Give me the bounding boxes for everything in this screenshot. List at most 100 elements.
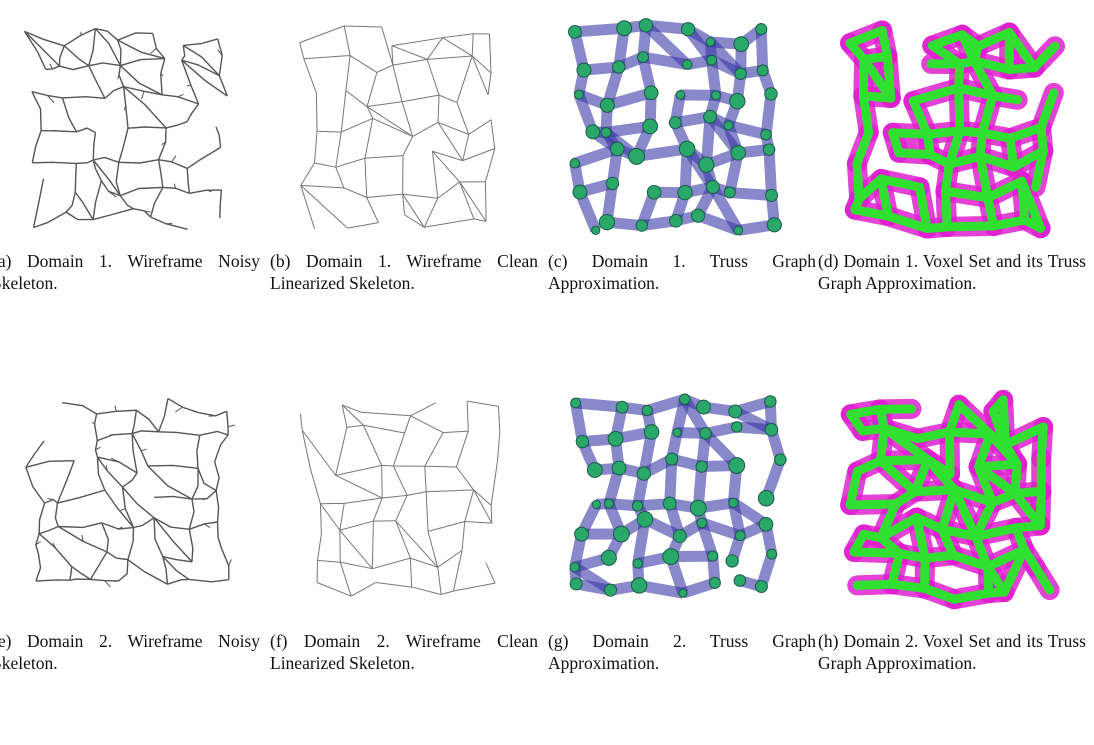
skeleton-edge (393, 433, 404, 466)
truss-bar (850, 504, 895, 505)
skeleton-edge (320, 504, 321, 534)
skeleton-edge (341, 118, 373, 132)
skeleton-edge (93, 133, 95, 160)
skeleton-edge (411, 416, 444, 433)
truss-node (681, 23, 694, 36)
skeleton-edge (443, 38, 473, 56)
skeleton-edge (424, 198, 437, 227)
skeleton-spur (229, 559, 232, 565)
skeleton-edge (467, 401, 498, 406)
truss-node (666, 453, 678, 465)
skeleton-edge (102, 523, 109, 552)
caption: (h) Domain 2. Voxel Set and its Truss Gr… (818, 630, 1086, 674)
truss-node (592, 500, 600, 508)
skeleton-edge (215, 435, 228, 462)
skeleton-edge (198, 468, 216, 490)
skeleton-edge (153, 33, 165, 58)
truss-node (647, 185, 661, 199)
skeleton-edge (438, 122, 463, 160)
truss-node (732, 422, 742, 432)
skeleton-edge (163, 187, 190, 193)
truss-node (592, 226, 600, 234)
skeleton-edge (463, 149, 495, 161)
skeleton-edge (456, 467, 473, 490)
skeleton-edge (62, 98, 76, 132)
caption: (e) Domain 2. Wireframe Noisy Skeleton. (0, 630, 260, 674)
skeleton-edge (151, 187, 163, 217)
truss-node (663, 549, 679, 565)
panel-image (830, 5, 1075, 250)
skeleton-edge (133, 209, 150, 217)
skeleton-edge (200, 431, 228, 435)
skeleton-edge (159, 399, 168, 432)
skeleton-edge (182, 45, 185, 60)
panel-image (5, 375, 250, 620)
skeleton-edge (472, 34, 473, 56)
skeleton-edge (34, 212, 67, 227)
truss-bar (1003, 400, 1005, 445)
skeleton-edge (373, 498, 382, 521)
skeleton-edge (489, 34, 491, 73)
truss-bar (854, 552, 900, 554)
skeleton-edge (411, 403, 436, 416)
skeleton-edge (159, 160, 163, 188)
truss-bar (1040, 491, 1041, 525)
truss-node (696, 461, 707, 472)
skeleton-edge (407, 492, 426, 496)
skeleton-edge (425, 433, 443, 467)
truss-bar (947, 226, 994, 227)
truss-node (697, 400, 711, 414)
skeleton-edge (25, 31, 65, 45)
skeleton-edge (136, 410, 158, 432)
skeleton-edge (361, 412, 411, 416)
truss-node (765, 88, 777, 100)
skeleton-edge (453, 583, 495, 591)
skeleton-edge (485, 182, 486, 222)
truss-node (735, 68, 746, 79)
skeleton-edge (64, 46, 89, 66)
skeleton-edge (342, 405, 361, 412)
skeleton-edge (382, 495, 407, 498)
skeleton-edge (95, 414, 98, 441)
skeleton-edge (70, 579, 91, 580)
skeleton-edge (119, 128, 128, 162)
panel-image (280, 5, 525, 250)
skeleton-edge (189, 522, 217, 529)
truss-node (679, 394, 689, 404)
skeleton-edge (412, 587, 441, 594)
skeleton-edge (438, 122, 469, 134)
truss-node (638, 52, 649, 63)
truss-bar (945, 191, 947, 227)
skeleton-edge (367, 72, 377, 106)
skeleton-edge (485, 149, 494, 182)
skeleton-edge (120, 196, 133, 209)
skeleton-edge (348, 223, 379, 229)
truss-node (679, 589, 687, 597)
skeleton-edge (469, 120, 491, 135)
skeleton-edge (367, 198, 379, 223)
truss-node (577, 63, 591, 77)
skeleton-edge (336, 167, 344, 188)
truss-node (678, 185, 692, 199)
skeleton-edge (347, 425, 364, 427)
skeleton-edge (340, 521, 374, 530)
skeleton-edge (341, 91, 346, 132)
skeleton-spur (169, 536, 174, 542)
skeleton-edge (365, 156, 403, 159)
skeleton-edge (93, 160, 101, 181)
truss-node (757, 65, 768, 76)
truss-bar (887, 56, 890, 98)
truss-node (639, 19, 652, 32)
truss-node (632, 501, 642, 511)
skeleton-edge (123, 473, 137, 487)
skeleton-edge (161, 59, 165, 95)
skeleton-edge (402, 95, 439, 102)
skeleton-edge (474, 490, 492, 523)
skeleton-edge (89, 63, 121, 66)
caption: (f) Domain 2. Wireframe Clean Linearized… (270, 630, 538, 674)
skeleton-edge (218, 522, 222, 549)
skeleton-edge (318, 534, 322, 560)
skeleton-edge (64, 29, 95, 46)
truss-node (611, 142, 625, 156)
skeleton-edge (424, 219, 474, 227)
